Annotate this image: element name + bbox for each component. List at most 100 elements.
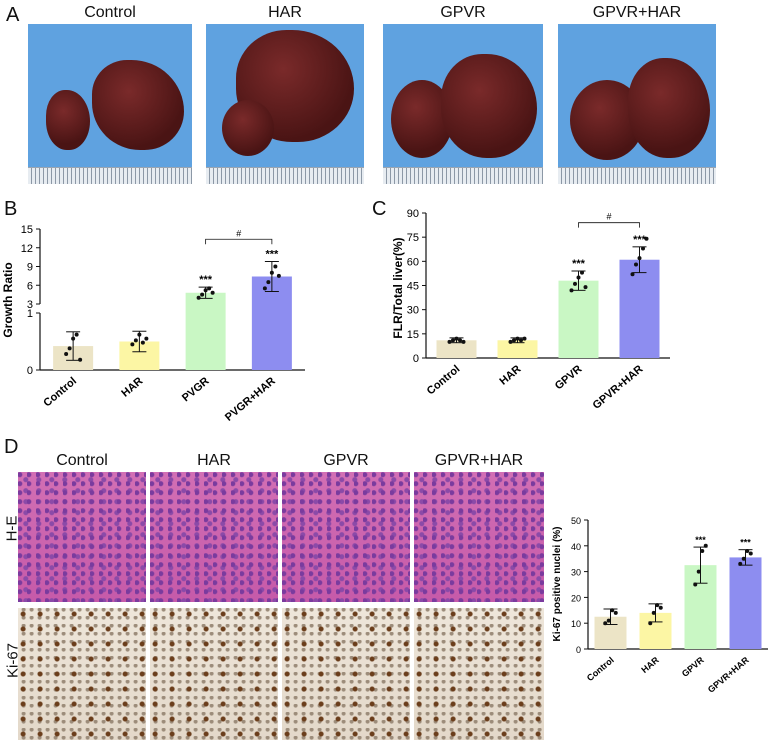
photo-label-gpvr: GPVR <box>440 4 486 21</box>
histo-col-gpvr-har: GPVR+HAR <box>434 452 524 469</box>
data-point <box>276 273 281 278</box>
histo-col-control: Control <box>56 452 108 469</box>
bar <box>558 280 599 358</box>
data-point <box>651 610 656 615</box>
bar <box>619 259 660 358</box>
tick-label-x: GPVR <box>553 363 585 392</box>
bracket-label: # <box>606 212 611 222</box>
data-point <box>130 342 135 347</box>
significance-label: *** <box>740 538 751 548</box>
ruler <box>383 167 543 184</box>
tick-label-y: 20 <box>571 593 581 603</box>
tick-label-y: 40 <box>571 542 581 552</box>
data-point <box>207 286 212 291</box>
liver-lobe <box>222 100 274 156</box>
liver-lobe <box>628 58 710 158</box>
histology-ki67-gpvr <box>282 608 410 740</box>
data-point <box>637 256 642 261</box>
significance-label: *** <box>265 249 279 261</box>
data-point <box>137 332 142 337</box>
tick-label-y: 30 <box>407 305 419 317</box>
data-point <box>203 288 208 293</box>
data-point <box>78 357 83 362</box>
data-point <box>519 338 523 343</box>
tick-label-x: HAR <box>639 655 661 676</box>
histology-ki67-gpvr-har <box>414 608 544 740</box>
tick-label-y: 0 <box>413 353 419 365</box>
liver-photo-control <box>28 24 192 184</box>
tick-label-y: 10 <box>571 619 581 629</box>
bracket-label: # <box>236 228 241 238</box>
data-point <box>515 336 520 341</box>
data-point <box>741 556 746 561</box>
data-point <box>508 339 513 344</box>
photo-label-har: HAR <box>268 4 302 21</box>
y-axis-label: FLR/Total liver(%) <box>391 237 405 338</box>
significance-label: *** <box>572 258 586 270</box>
bar <box>185 292 226 370</box>
histology-ki67-har <box>150 608 278 740</box>
tick-label-y: 45 <box>407 281 419 293</box>
data-point <box>613 610 618 615</box>
ruler <box>558 167 716 184</box>
panel-letter-c: C <box>372 198 387 220</box>
panel-letter-d: D <box>4 436 19 458</box>
tick-label-x: HAR <box>119 375 145 400</box>
data-point <box>454 336 459 341</box>
tick-label-y: 75 <box>407 232 419 244</box>
data-point <box>569 288 574 293</box>
data-point <box>210 290 215 295</box>
tick-label-x: GPVR+HAR <box>706 655 751 695</box>
data-point <box>655 603 660 608</box>
data-point <box>641 246 645 251</box>
tick-label-x: Control <box>41 375 79 409</box>
tick-label-y: 90 <box>407 208 419 220</box>
ruler <box>28 167 192 184</box>
data-point <box>603 621 608 626</box>
significance-bracket <box>205 238 273 245</box>
data-point <box>67 346 72 351</box>
data-point <box>133 338 138 343</box>
liver-lobe <box>92 60 184 150</box>
data-point <box>196 295 201 300</box>
data-point <box>262 286 267 291</box>
data-point <box>610 608 615 613</box>
data-point <box>700 548 705 553</box>
histology-he-gpvr-har <box>414 472 544 602</box>
data-point <box>522 336 527 341</box>
chart-growth-ratio: 3 6 9 12 15 0 1 Growth Ratio Control HAR *** PVGR **… <box>1 224 305 424</box>
data-point <box>458 338 462 343</box>
data-point <box>738 561 743 566</box>
data-point <box>74 332 79 337</box>
tick-label-x: Control <box>585 655 616 683</box>
liver-lobe <box>441 54 537 158</box>
data-point <box>269 270 274 275</box>
data-point <box>461 339 466 344</box>
liver-photo-gpvr-har <box>558 24 716 184</box>
significance-label: *** <box>633 234 647 246</box>
tick-label-y: 15 <box>407 329 419 341</box>
liver-photo-gpvr <box>383 24 543 184</box>
bar <box>497 340 538 358</box>
tick-label-x: GPVR <box>680 655 706 679</box>
data-point <box>64 352 69 357</box>
panel-letter-b: B <box>4 198 18 220</box>
y-axis-label: Ki-67 positive nuclei (%) <box>552 526 563 641</box>
tick-label-y: 9 <box>27 262 33 274</box>
tick-label-y: 50 <box>571 516 581 526</box>
tick-label-x: HAR <box>497 363 523 388</box>
data-point <box>745 548 750 553</box>
data-point <box>634 262 638 267</box>
panel-letter-a: A <box>6 4 20 26</box>
tick-label-y: 1 <box>27 308 33 320</box>
histology-he-gpvr <box>282 472 410 602</box>
data-point <box>644 236 649 241</box>
data-point <box>693 582 698 587</box>
tick-label-y: 3 <box>27 299 33 311</box>
data-point <box>512 338 516 343</box>
chart-ki67-positive: 0 10 20 30 40 50 Ki-67 positive nuclei (%) Cont… <box>552 516 768 695</box>
data-point <box>658 605 663 610</box>
data-point <box>648 621 653 626</box>
tick-label-y: 6 <box>27 280 33 292</box>
y-axis-label: Growth Ratio <box>1 262 15 337</box>
